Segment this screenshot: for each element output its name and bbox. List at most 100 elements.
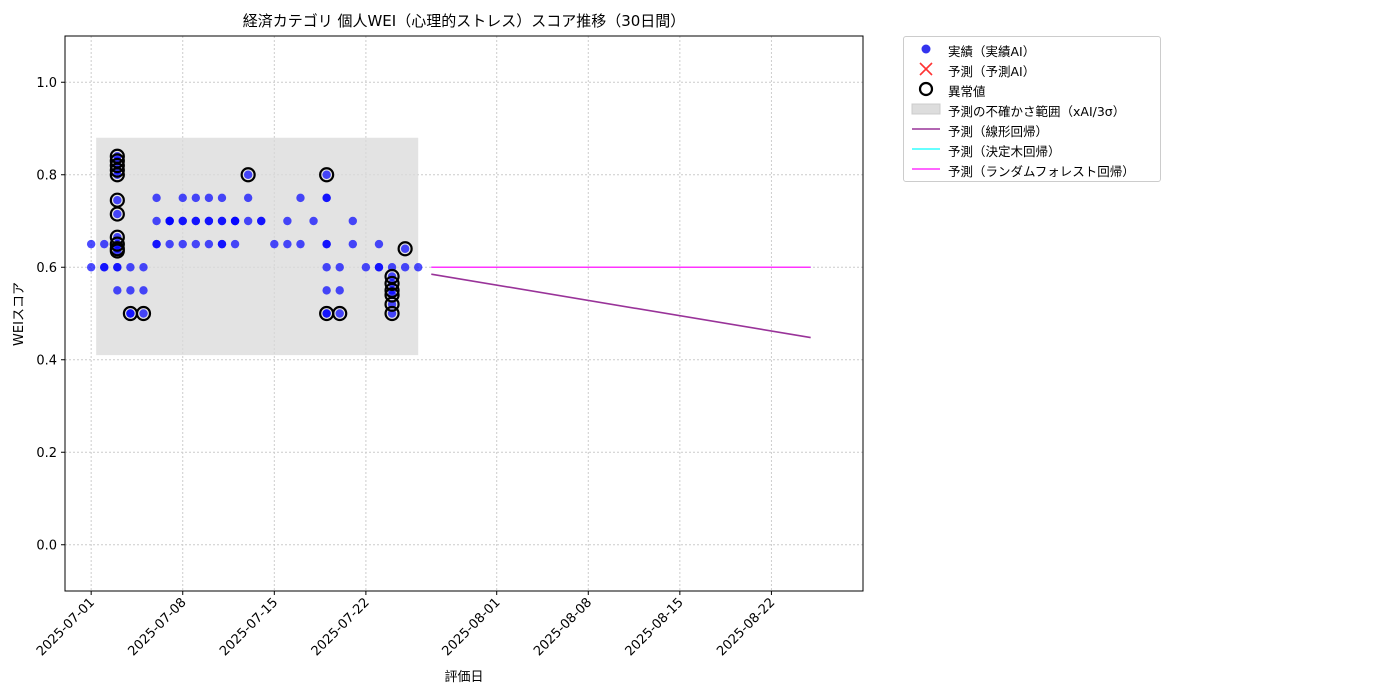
actual-point bbox=[191, 216, 201, 226]
x-tick-label: 2025-07-15 bbox=[217, 595, 281, 659]
actual-point bbox=[335, 286, 344, 295]
legend-marker-dot bbox=[921, 44, 931, 54]
legend-label: 異常値 bbox=[948, 84, 986, 99]
actual-point bbox=[296, 239, 305, 249]
actual-point bbox=[165, 239, 174, 249]
actual-point bbox=[322, 309, 331, 318]
actual-point bbox=[335, 309, 344, 318]
actual-point bbox=[230, 216, 240, 226]
actual-point bbox=[217, 239, 227, 249]
x-tick-label: 2025-07-08 bbox=[126, 595, 190, 659]
actual-points bbox=[86, 152, 423, 318]
actual-point bbox=[322, 239, 331, 249]
actual-point bbox=[257, 216, 266, 226]
actual-point bbox=[139, 286, 148, 295]
actual-point bbox=[86, 239, 96, 249]
x-tick-label: 2025-08-08 bbox=[531, 595, 595, 659]
legend: 実績（実績AI） 予測（予測AI） 異常値 予測の不確かさ範囲（xAI/3σ） … bbox=[903, 36, 1161, 182]
actual-point bbox=[348, 216, 358, 226]
actual-point bbox=[178, 239, 187, 249]
actual-point bbox=[152, 193, 161, 203]
actual-point bbox=[361, 263, 371, 272]
actual-point bbox=[191, 193, 201, 203]
y-tick-label: 0.6 bbox=[36, 261, 57, 276]
outlier-rings bbox=[109, 148, 413, 322]
y-axis-label: WEIスコア bbox=[12, 282, 27, 346]
actual-point bbox=[283, 239, 292, 249]
outlier-ring bbox=[319, 167, 335, 183]
actual-point bbox=[152, 239, 161, 249]
legend-item-prediction-ai: 予測（予測AI） bbox=[904, 59, 1160, 79]
actual-point bbox=[126, 309, 135, 318]
actual-point bbox=[217, 216, 227, 226]
actual-point bbox=[243, 216, 253, 226]
actual-point bbox=[296, 193, 305, 203]
actual-point bbox=[126, 286, 135, 295]
actual-point bbox=[322, 170, 331, 179]
actual-point bbox=[414, 263, 423, 272]
y-tick-label: 0.2 bbox=[36, 446, 57, 461]
legend-label: 実績（実績AI） bbox=[948, 44, 1036, 59]
y-tick-label: 1.0 bbox=[36, 76, 57, 91]
outlier-ring bbox=[240, 167, 256, 183]
actual-point bbox=[191, 239, 201, 249]
actual-point bbox=[113, 286, 122, 295]
outlier-ring bbox=[397, 241, 413, 257]
y-tick-label: 0.0 bbox=[36, 538, 57, 553]
actual-point bbox=[243, 193, 253, 203]
legend-label: 予測（線形回帰） bbox=[948, 124, 1049, 139]
actual-point bbox=[113, 209, 122, 219]
outlier-ring bbox=[109, 162, 125, 178]
outlier-ring bbox=[135, 305, 152, 322]
x-tick-label: 2025-07-01 bbox=[34, 595, 98, 659]
actual-point bbox=[178, 216, 187, 226]
actual-point bbox=[113, 263, 122, 272]
actual-point bbox=[400, 244, 410, 253]
legend-item-linear: 予測（線形回帰） bbox=[904, 119, 1160, 139]
actual-point bbox=[113, 195, 122, 205]
actual-point bbox=[86, 263, 96, 272]
x-axis: 2025-07-01 2025-07-08 2025-07-15 2025-07-22… bbox=[34, 591, 778, 659]
outlier-ring bbox=[384, 305, 400, 322]
actual-point bbox=[335, 263, 344, 272]
legend-label: 予測（予測AI） bbox=[948, 64, 1036, 79]
actual-point bbox=[126, 263, 135, 272]
outlier-ring bbox=[109, 206, 125, 222]
actual-point bbox=[400, 263, 410, 272]
legend-item-actual: 実績（実績AI） bbox=[904, 39, 1160, 59]
outlier-ring bbox=[384, 296, 400, 312]
actual-point bbox=[230, 239, 240, 249]
actual-point bbox=[204, 216, 214, 226]
legend-label: 予測（ランダムフォレスト回帰） bbox=[948, 164, 1135, 179]
uncertainty-band bbox=[96, 137, 419, 356]
legend-marker-line bbox=[912, 128, 940, 130]
outlier-ring bbox=[109, 243, 125, 259]
actual-point bbox=[374, 239, 384, 249]
x-tick-label: 2025-07-22 bbox=[309, 595, 373, 659]
actual-point bbox=[178, 193, 187, 203]
actual-point bbox=[139, 309, 148, 318]
x-axis-label: 評価日 bbox=[444, 670, 483, 685]
legend-label: 予測の不確かさ範囲（xAI/3σ） bbox=[948, 104, 1126, 119]
actual-point bbox=[348, 239, 358, 249]
actual-point bbox=[204, 239, 214, 249]
actual-point bbox=[322, 193, 331, 203]
outlier-ring bbox=[384, 275, 400, 292]
outlier-ring bbox=[109, 157, 125, 174]
x-tick-label: 2025-08-01 bbox=[439, 595, 503, 659]
actual-point bbox=[322, 263, 331, 272]
legend-marker-cross bbox=[919, 62, 933, 76]
legend-marker-line bbox=[912, 168, 940, 170]
actual-point bbox=[100, 263, 109, 272]
x-tick-label: 2025-08-22 bbox=[714, 595, 778, 659]
actual-point bbox=[100, 239, 109, 249]
actual-point bbox=[283, 216, 292, 226]
uncertainty-band-area bbox=[96, 137, 419, 356]
legend-item-random-forest: 予測（ランダムフォレスト回帰） bbox=[904, 159, 1160, 179]
actual-point bbox=[309, 216, 318, 226]
actual-point bbox=[374, 263, 384, 272]
legend-item-outlier: 異常値 bbox=[904, 79, 1160, 99]
prediction-lines bbox=[431, 266, 811, 339]
outlier-ring bbox=[109, 167, 125, 183]
legend-label: 予測（決定木回帰） bbox=[948, 144, 1061, 159]
